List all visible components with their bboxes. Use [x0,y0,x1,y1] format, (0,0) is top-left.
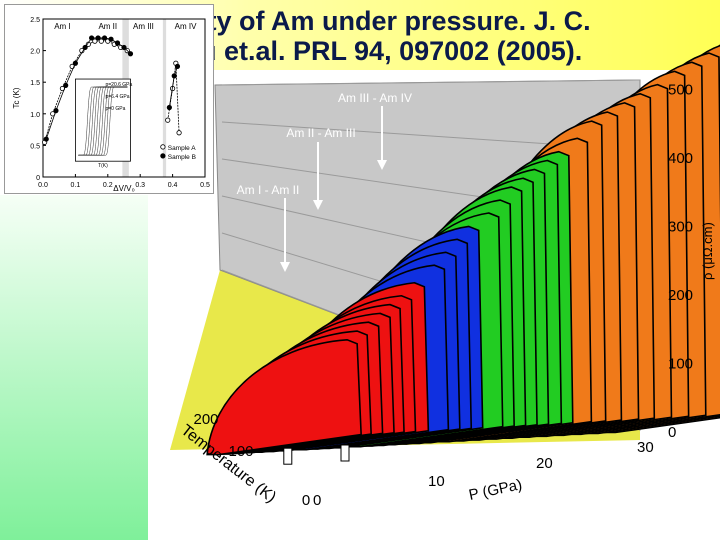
inset-data-point [95,35,101,41]
inset-data-point [98,38,104,44]
resistivity-curve [206,338,362,456]
inset-y-tick-label: 1.0 [30,112,40,119]
inset-y-tick-label: 2.5 [30,17,40,24]
inset-data-point [43,136,49,142]
inset-y-tick-label: 1.5 [30,80,40,87]
inset-x-tick-label: 0.3 [135,182,145,189]
rho-axis-label: ρ (μΩ.cm) [700,222,715,280]
nested-inset-label: p=6.4 GPa [105,94,129,100]
legend-marker [160,144,166,150]
title-line-1: ity of Am under pressure. J. C. [200,6,591,36]
rho-tick-label: 100 [668,356,693,373]
inset-x-tick-label: 0.5 [200,182,210,189]
left-gradient-bar [0,195,148,540]
inset-data-point [127,51,134,57]
nested-inset-axis-label: T(K) [98,163,108,169]
inset-x-tick-label: 0.0 [38,182,48,189]
inset-y-tick-label: 0 [36,175,40,182]
rho-tick-label: 0 [668,424,676,441]
inset-data-point [89,35,95,41]
inset-data-point [82,44,88,51]
inset-phase-label: Am I [54,22,70,31]
inset-data-point [166,104,172,111]
pressure-tick-label: 0 [313,492,321,509]
inset-data-point [53,108,59,114]
inset-data-point [174,63,181,70]
legend-marker [160,153,166,159]
inset-data-point [108,36,114,42]
inset-y-tick-label: 0.5 [30,143,40,150]
inset-x-tick-label: 0.1 [71,182,81,189]
inset-data-point [171,73,177,79]
pressure-tick-label: 20 [536,455,553,472]
arrow-head [313,200,323,210]
inset-frame [42,18,206,178]
wall-gridline [221,79,641,86]
nested-inset-frame [75,78,131,162]
phase-band [162,19,167,177]
inset-data-point [176,130,182,136]
inset-data-point [92,38,98,44]
rho-tick-label: 500 [668,82,693,99]
phase-boundary-marker [340,444,350,462]
phase-boundary-marker [283,447,293,465]
nested-inset-label: p=20.6 GPa [105,82,132,88]
inset-phase-label: Am II [98,22,117,31]
inset-phase-label: Am IV [175,22,197,31]
pressure-axis-label: P (GPa) [467,476,523,504]
rho-tick-label: 200 [668,287,693,304]
tc-vs-volume-inset: 0.0 0.1 0.2 0.3 0.4 0.5 0 0.5 1.0 1.5 2.0 2.5 ΔV/V₀ T… [4,4,214,194]
inset-x-tick-label: 0.2 [103,182,113,189]
legend-label: Sample B [168,154,196,161]
inset-x-axis-label: ΔV/V₀ [113,184,135,193]
inset-x-tick-label: 0.4 [168,182,178,189]
legend-label: Sample A [168,145,196,152]
inset-data-point [72,60,79,66]
temperature-tick-label: 100 [228,443,253,460]
inset-data-point [63,82,69,88]
arrow-head [377,160,387,170]
inset-data-point [121,44,127,51]
resistivity-curves [206,44,720,465]
rho-tick-label: 400 [668,150,693,167]
temperature-tick-label: 200 [193,411,218,428]
arrow-head [280,262,290,272]
inset-data-point [114,40,121,46]
phase-transition-label: Am II - Am III [286,126,355,140]
phase-transition-label: Am III - Am IV [338,91,412,105]
temperature-tick-label: 0 [302,492,310,509]
inset-y-axis-label: Tc (K) [12,87,21,108]
inset-data-point [101,35,108,41]
inset-data-point [165,117,171,123]
inset-phase-label: Am III [133,22,154,31]
pressure-tick-label: 10 [428,473,445,490]
title-line-2: u et.al. PRL 94, 097002 (2005). [200,36,583,66]
pressure-tick-label: 30 [637,439,654,456]
inset-chart: 0.0 0.1 0.2 0.3 0.4 0.5 0 0.5 1.0 1.5 2.0 2.5 ΔV/V₀ T… [12,17,210,193]
inset-y-tick-label: 2.0 [30,49,40,56]
phase-transition-label: Am I - Am II [237,183,300,197]
rho-tick-label: 300 [668,219,693,236]
slide-title: ity of Am under pressure. J. C. u et.al.… [200,6,710,66]
nested-inset-label: p=0 GPa [105,106,125,112]
